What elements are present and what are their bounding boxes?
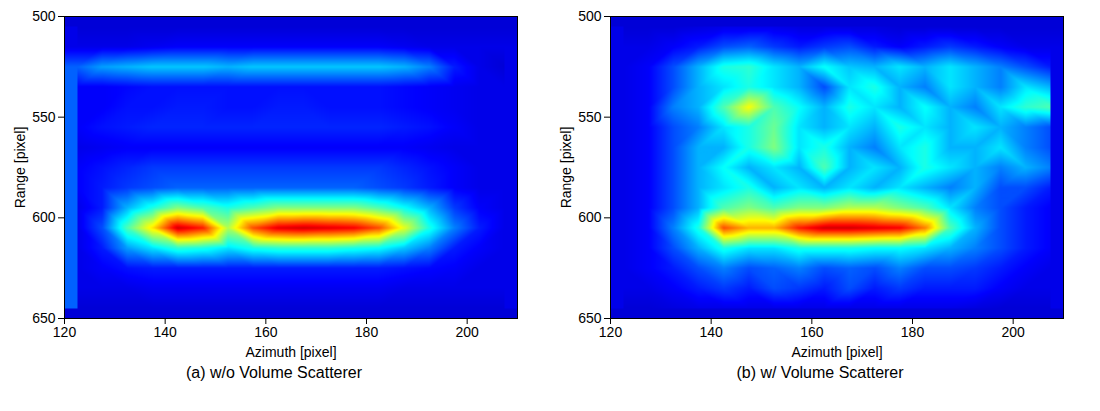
svg-text:180: 180 [355, 324, 379, 340]
svg-text:650: 650 [32, 310, 56, 326]
html-text:(b) w/ Volume Scatterer: (b) w/ Volume Scatterer [736, 364, 904, 381]
svg-text:140: 140 [699, 324, 723, 340]
svg-text:160: 160 [254, 324, 278, 340]
svg-text:180: 180 [901, 324, 925, 340]
svg-text:500: 500 [32, 8, 56, 24]
svg-text:200: 200 [1001, 324, 1025, 340]
svg-text:600: 600 [32, 209, 56, 225]
svg-text:Range [pixel]: Range [pixel] [558, 127, 574, 209]
svg-text:120: 120 [599, 324, 623, 340]
svg-text:550: 550 [32, 109, 56, 125]
svg-text:550: 550 [578, 109, 602, 125]
html-text:(a) w/o Volume Scatterer: (a) w/o Volume Scatterer [186, 364, 362, 381]
svg-text:500: 500 [578, 8, 602, 24]
svg-text:Range [pixel]: Range [pixel] [12, 127, 28, 209]
svg-text:600: 600 [578, 209, 602, 225]
svg-text:140: 140 [153, 324, 177, 340]
svg-text:120: 120 [53, 324, 77, 340]
svg-text:650: 650 [578, 310, 602, 326]
svg-text:200: 200 [455, 324, 479, 340]
svg-text:160: 160 [800, 324, 824, 340]
svg-text:Azimuth [pixel]: Azimuth [pixel] [245, 344, 336, 360]
svg-text:Azimuth [pixel]: Azimuth [pixel] [791, 344, 882, 360]
